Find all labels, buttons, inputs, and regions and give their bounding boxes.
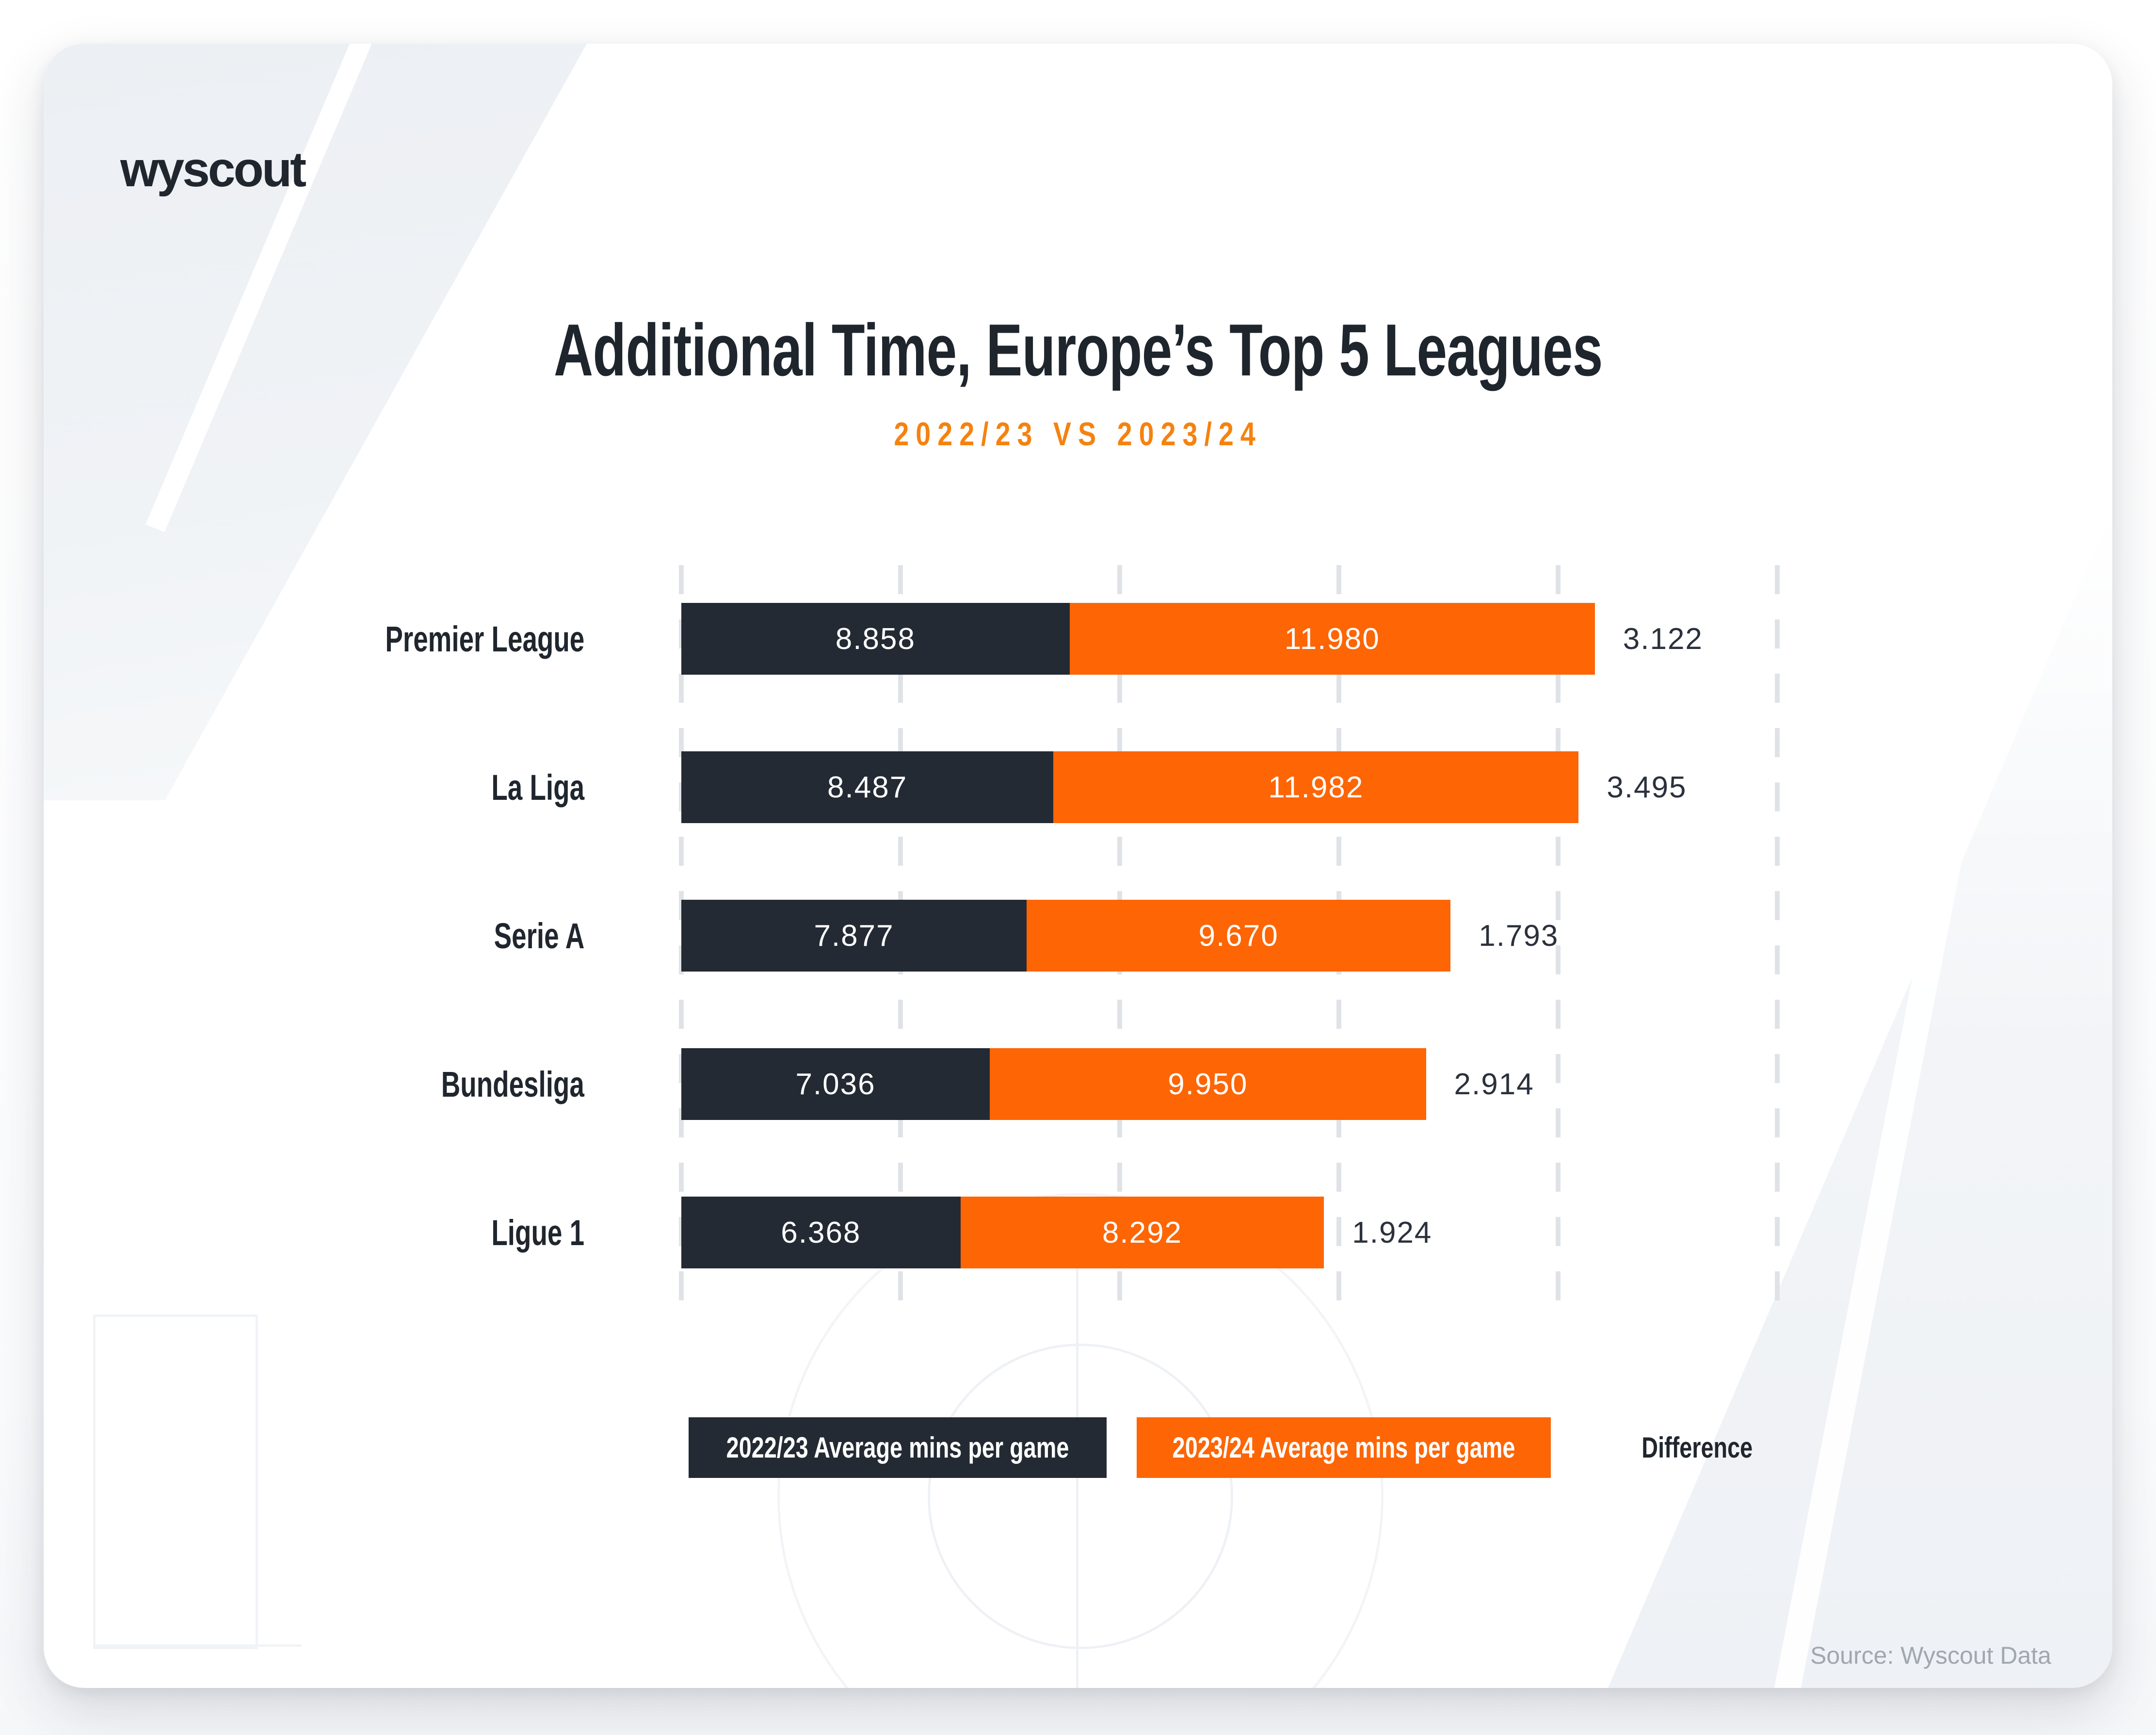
- difference-value-serie-a: 1.793: [1479, 919, 1559, 953]
- value-2022-23-bundesliga: 7.036: [795, 1067, 876, 1101]
- league-label-ligue-1: Ligue 1: [491, 1212, 584, 1253]
- bar-2022-23-bundesliga: 7.036: [681, 1048, 990, 1120]
- difference-value-premier-league: 3.122: [1623, 622, 1703, 656]
- row-label-serie-a: Serie A: [75, 900, 584, 972]
- legend-difference-label: Difference: [1641, 1431, 1753, 1464]
- difference-value-bundesliga: 2.914: [1454, 1067, 1534, 1101]
- value-2023-24-serie-a: 9.670: [1198, 919, 1279, 953]
- value-2022-23-la-liga: 8.487: [827, 770, 908, 804]
- legend-swatch-2022-23: 2022/23 Average mins per game: [689, 1417, 1107, 1478]
- bar-2022-23-ligue-1: 6.368: [681, 1197, 961, 1268]
- bar-chart: Premier League 8.858 11.980 3.122 La Liga 8.4…: [44, 44, 2112, 1688]
- value-2023-24-ligue-1: 8.292: [1102, 1216, 1183, 1249]
- wyscout-logo: wyscout: [120, 142, 306, 197]
- bar-2022-23-premier-league: 8.858: [681, 603, 1070, 675]
- row-label-bundesliga: Bundesliga: [75, 1048, 584, 1120]
- page-title: Additional Time, Europe’s Top 5 Leagues: [553, 309, 1603, 391]
- title-row: Additional Time, Europe’s Top 5 Leagues: [44, 311, 2112, 389]
- bar-2023-24-bundesliga: 9.950: [990, 1048, 1426, 1120]
- gridline-20-min: [1556, 565, 1561, 1310]
- source-note: Source: Wyscout Data: [1810, 1642, 2051, 1669]
- bar-2023-24-serie-a: 9.670: [1027, 900, 1451, 972]
- value-2023-24-la-liga: 11.982: [1268, 770, 1364, 804]
- legend-swatch-2023-24: 2023/24 Average mins per game: [1137, 1417, 1551, 1478]
- subtitle-row: 2022/23 VS 2023/24: [44, 416, 2112, 452]
- league-label-la-liga: La Liga: [491, 767, 584, 808]
- row-label-premier-league: Premier League: [75, 603, 584, 675]
- infographic-card: wyscout Additional Time, Europe’s Top 5 …: [44, 44, 2112, 1688]
- row-label-la-liga: La Liga: [75, 751, 584, 823]
- value-2023-24-bundesliga: 9.950: [1168, 1067, 1248, 1101]
- value-2022-23-ligue-1: 6.368: [781, 1216, 861, 1249]
- page-subtitle: 2022/23 VS 2023/24: [894, 416, 1262, 453]
- legend-difference: Difference: [1552, 1417, 1843, 1478]
- legend-label-2023-24: 2023/24 Average mins per game: [1172, 1431, 1515, 1464]
- bar-2022-23-serie-a: 7.877: [681, 900, 1027, 972]
- bar-2023-24-premier-league: 11.980: [1069, 603, 1595, 675]
- value-2023-24-premier-league: 11.980: [1284, 622, 1380, 656]
- legend-label-2022-23: 2022/23 Average mins per game: [726, 1431, 1069, 1464]
- row-label-ligue-1: Ligue 1: [75, 1197, 584, 1268]
- league-label-premier-league: Premier League: [385, 618, 584, 659]
- difference-value-ligue-1: 1.924: [1352, 1216, 1432, 1249]
- bar-2022-23-la-liga: 8.487: [681, 751, 1054, 823]
- league-label-serie-a: Serie A: [494, 915, 584, 956]
- league-label-bundesliga: Bundesliga: [441, 1064, 584, 1104]
- bar-2023-24-ligue-1: 8.292: [960, 1197, 1324, 1268]
- value-2022-23-premier-league: 8.858: [835, 622, 916, 656]
- bar-2023-24-la-liga: 11.982: [1053, 751, 1579, 823]
- value-2022-23-serie-a: 7.877: [814, 919, 894, 953]
- difference-value-la-liga: 3.495: [1607, 770, 1687, 804]
